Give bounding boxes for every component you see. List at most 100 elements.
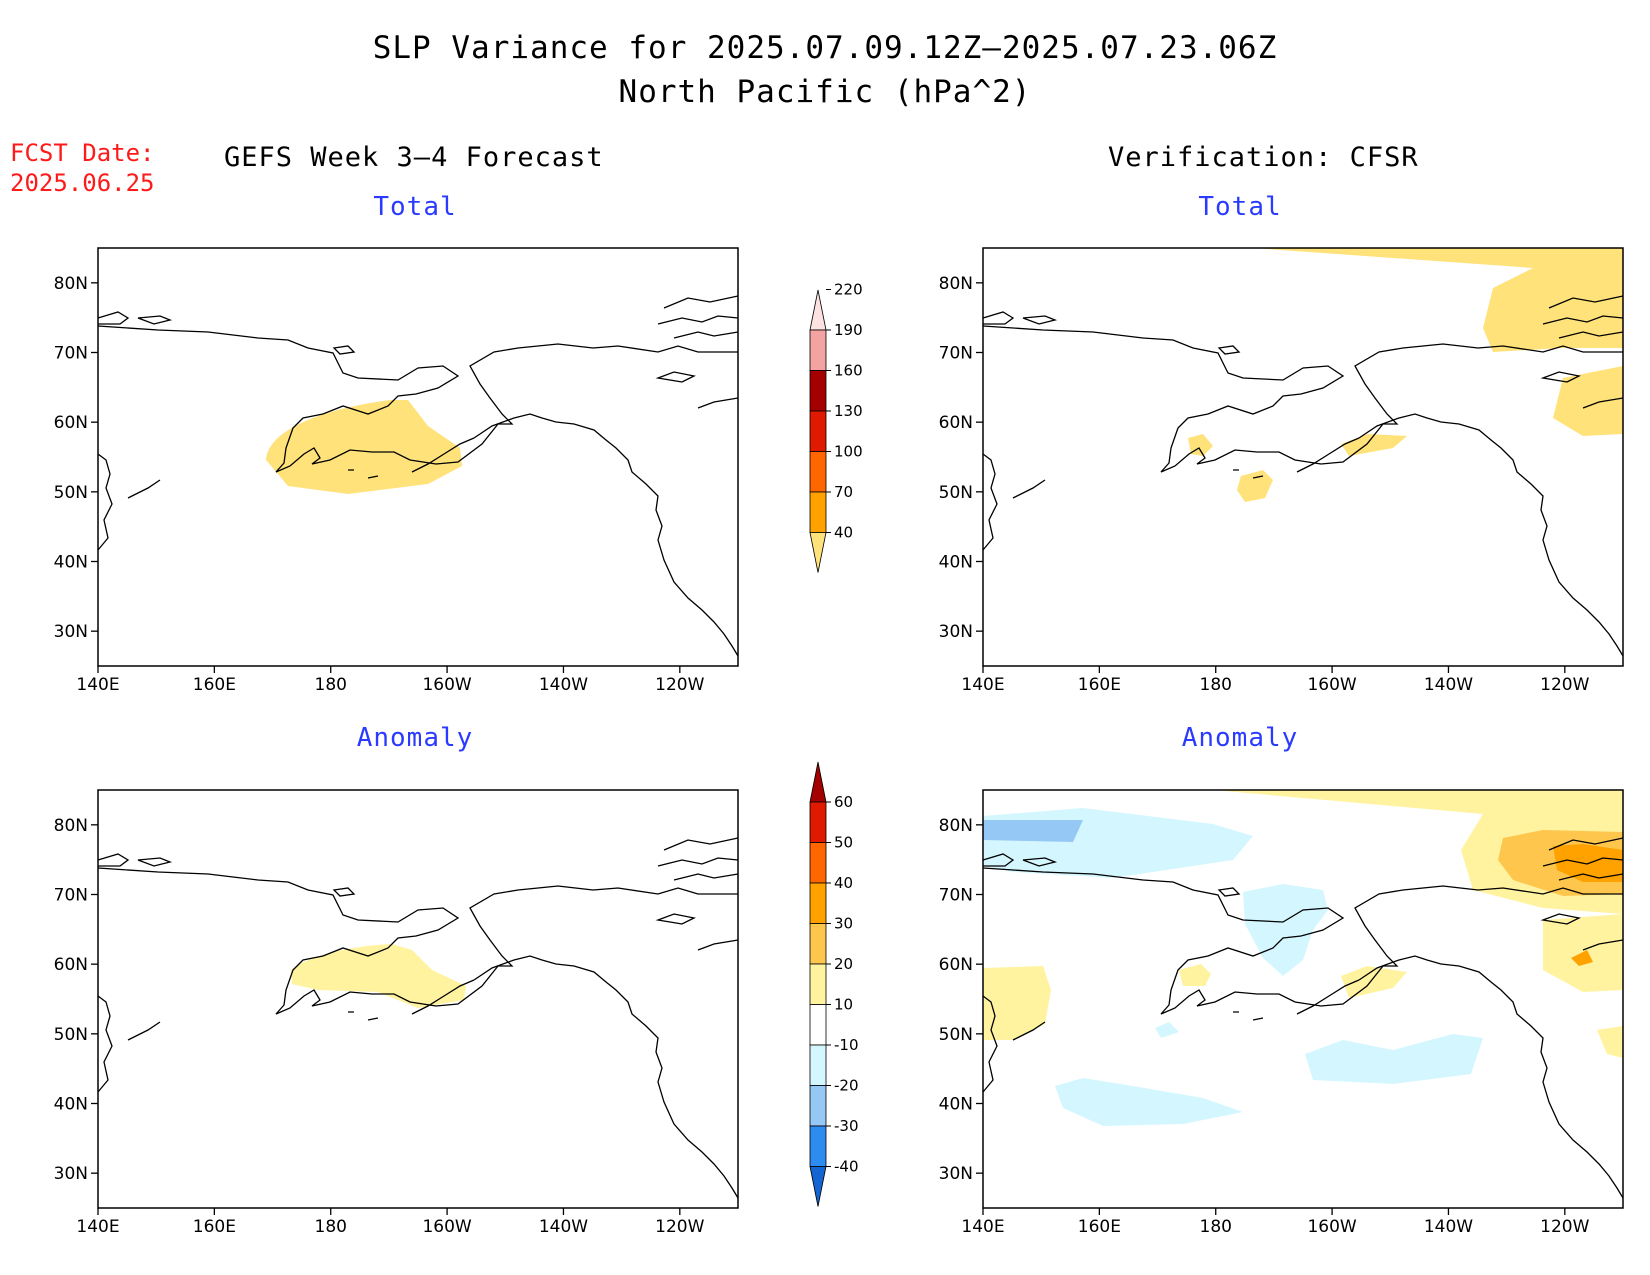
anomaly-contour-b <box>1341 966 1407 998</box>
colorbar-label: 60 <box>834 793 853 811</box>
forecast-anomaly-map <box>97 789 739 1209</box>
lat-tick-label: 80N <box>939 816 973 836</box>
colorbar-segment <box>809 842 827 884</box>
forecast-total-title: Total <box>373 192 457 222</box>
anomaly-colorbar: -40 -30 -20 -10 10 20 30 40 50 60 <box>809 761 859 1207</box>
lat-tick-label: 50N <box>54 483 88 503</box>
colorbar-segment <box>809 963 827 1005</box>
colorbar-segment <box>809 1085 827 1127</box>
colorbar-segment <box>809 923 827 965</box>
verification-total-title: Total <box>1198 192 1282 222</box>
lat-tick-label: 30N <box>939 622 973 642</box>
forecast-column-heading: GEFS Week 3—4 Forecast <box>224 142 604 173</box>
lat-tick-label: 70N <box>54 886 88 906</box>
verification-total-contour-b <box>1237 470 1273 502</box>
lon-tick-label: 160E <box>193 1217 236 1237</box>
verification-anomaly-map <box>982 789 1624 1209</box>
lat-tick-label: 70N <box>939 886 973 906</box>
lat-tick-label: 60N <box>54 413 88 433</box>
lon-tick-label: 160W <box>422 675 471 695</box>
axis-ticks: 80N 70N 60N 50N 40N 30N 140E 160E 180 160W 140W 120… <box>54 274 1590 1237</box>
total-colorbar: 40 70 100 130 160 190 220 <box>809 281 863 573</box>
lon-tick-label: 160E <box>1078 1217 1121 1237</box>
lon-tick-label: 140E <box>76 1217 119 1237</box>
colorbar-label: 40 <box>834 874 853 892</box>
colorbar-label: 20 <box>834 955 853 973</box>
lat-tick-label: 30N <box>54 622 88 642</box>
lat-tick-label: 70N <box>54 344 88 364</box>
verification-anomaly-title: Anomaly <box>1181 723 1299 753</box>
colorbar-top-arrow <box>809 761 827 803</box>
colorbar-label: -30 <box>834 1117 859 1135</box>
lat-tick-label: 30N <box>939 1164 973 1184</box>
verification-total-contour-north <box>1253 248 1623 352</box>
lat-tick-label: 50N <box>54 1025 88 1045</box>
lat-tick-label: 40N <box>54 553 88 573</box>
anomaly-contour-small-negative <box>1155 1022 1179 1038</box>
lat-tick-label: 80N <box>939 274 973 294</box>
lat-tick-label: 40N <box>939 553 973 573</box>
lon-tick-label: 140W <box>1424 675 1473 695</box>
verification-total-contour-east <box>1553 366 1623 436</box>
lat-tick-label: 50N <box>939 483 973 503</box>
colorbar-label: 220 <box>834 281 863 299</box>
lat-tick-label: 60N <box>54 955 88 975</box>
lat-tick-label: 80N <box>54 274 88 294</box>
forecast-anomaly-title: Anomaly <box>356 723 474 753</box>
colorbar-bottom-arrow <box>809 1166 827 1207</box>
colorbar-segment <box>809 329 827 371</box>
fcst-date-value: 2025.06.25 <box>10 169 155 197</box>
colorbar-top-arrow <box>809 289 827 331</box>
lon-tick-label: 140E <box>76 675 119 695</box>
colorbar-label: 100 <box>834 443 863 461</box>
lon-tick-label: 180 <box>315 675 347 695</box>
lat-tick-label: 40N <box>54 1095 88 1115</box>
anomaly-contour-west-positive <box>983 966 1051 1040</box>
lon-tick-label: 160E <box>1078 675 1121 695</box>
main-title: SLP Variance for 2025.07.09.12Z—2025.07.… <box>372 30 1278 66</box>
main-subtitle: North Pacific (hPa^2) <box>618 74 1032 110</box>
anomaly-contour-nw-strong <box>983 820 1083 842</box>
colorbar-label: -40 <box>834 1158 859 1176</box>
anomaly-contour-south-negative-a <box>1305 1034 1483 1084</box>
colorbar-segment <box>809 1004 827 1046</box>
lon-tick-label: 120W <box>655 675 704 695</box>
colorbar-bottom-arrow <box>809 532 827 573</box>
lon-tick-label: 120W <box>1540 675 1589 695</box>
anomaly-contour-north-positive <box>1213 790 1623 914</box>
colorbar-segment <box>809 1044 827 1086</box>
colorbar-segment <box>809 491 827 533</box>
lon-tick-label: 140E <box>961 1217 1004 1237</box>
fcst-date-label: FCST Date: <box>10 139 155 167</box>
colorbar-label: -20 <box>834 1077 859 1095</box>
colorbar-segment <box>809 1125 827 1167</box>
colorbar-segment <box>809 410 827 452</box>
lon-tick-label: 160W <box>1307 675 1356 695</box>
colorbar-label: 160 <box>834 362 863 380</box>
verification-column-heading: Verification: CFSR <box>1108 142 1419 173</box>
colorbar-label: 40 <box>834 524 853 542</box>
colorbar-segment <box>809 451 827 493</box>
lon-tick-label: 140E <box>961 675 1004 695</box>
lon-tick-label: 160W <box>422 1217 471 1237</box>
colorbar-segment <box>809 370 827 412</box>
colorbar-segment <box>809 801 827 843</box>
anomaly-contour-a <box>1179 964 1211 986</box>
lon-tick-label: 160E <box>193 675 236 695</box>
lon-tick-label: 180 <box>1200 675 1232 695</box>
verification-total-map <box>982 247 1624 667</box>
lat-tick-label: 80N <box>54 816 88 836</box>
lat-tick-label: 50N <box>939 1025 973 1045</box>
colorbar-label: -10 <box>834 1036 859 1054</box>
anomaly-contour-center-negative <box>1243 884 1328 976</box>
anomaly-contour-se <box>1597 1026 1623 1058</box>
forecast-total-map <box>97 247 739 667</box>
forecast-anomaly-contour <box>291 944 466 1008</box>
lon-tick-label: 160W <box>1307 1217 1356 1237</box>
lon-tick-label: 180 <box>1200 1217 1232 1237</box>
anomaly-contour-south-negative-b <box>1055 1078 1243 1126</box>
lat-tick-label: 60N <box>939 413 973 433</box>
lat-tick-label: 40N <box>939 1095 973 1115</box>
lon-tick-label: 120W <box>1540 1217 1589 1237</box>
